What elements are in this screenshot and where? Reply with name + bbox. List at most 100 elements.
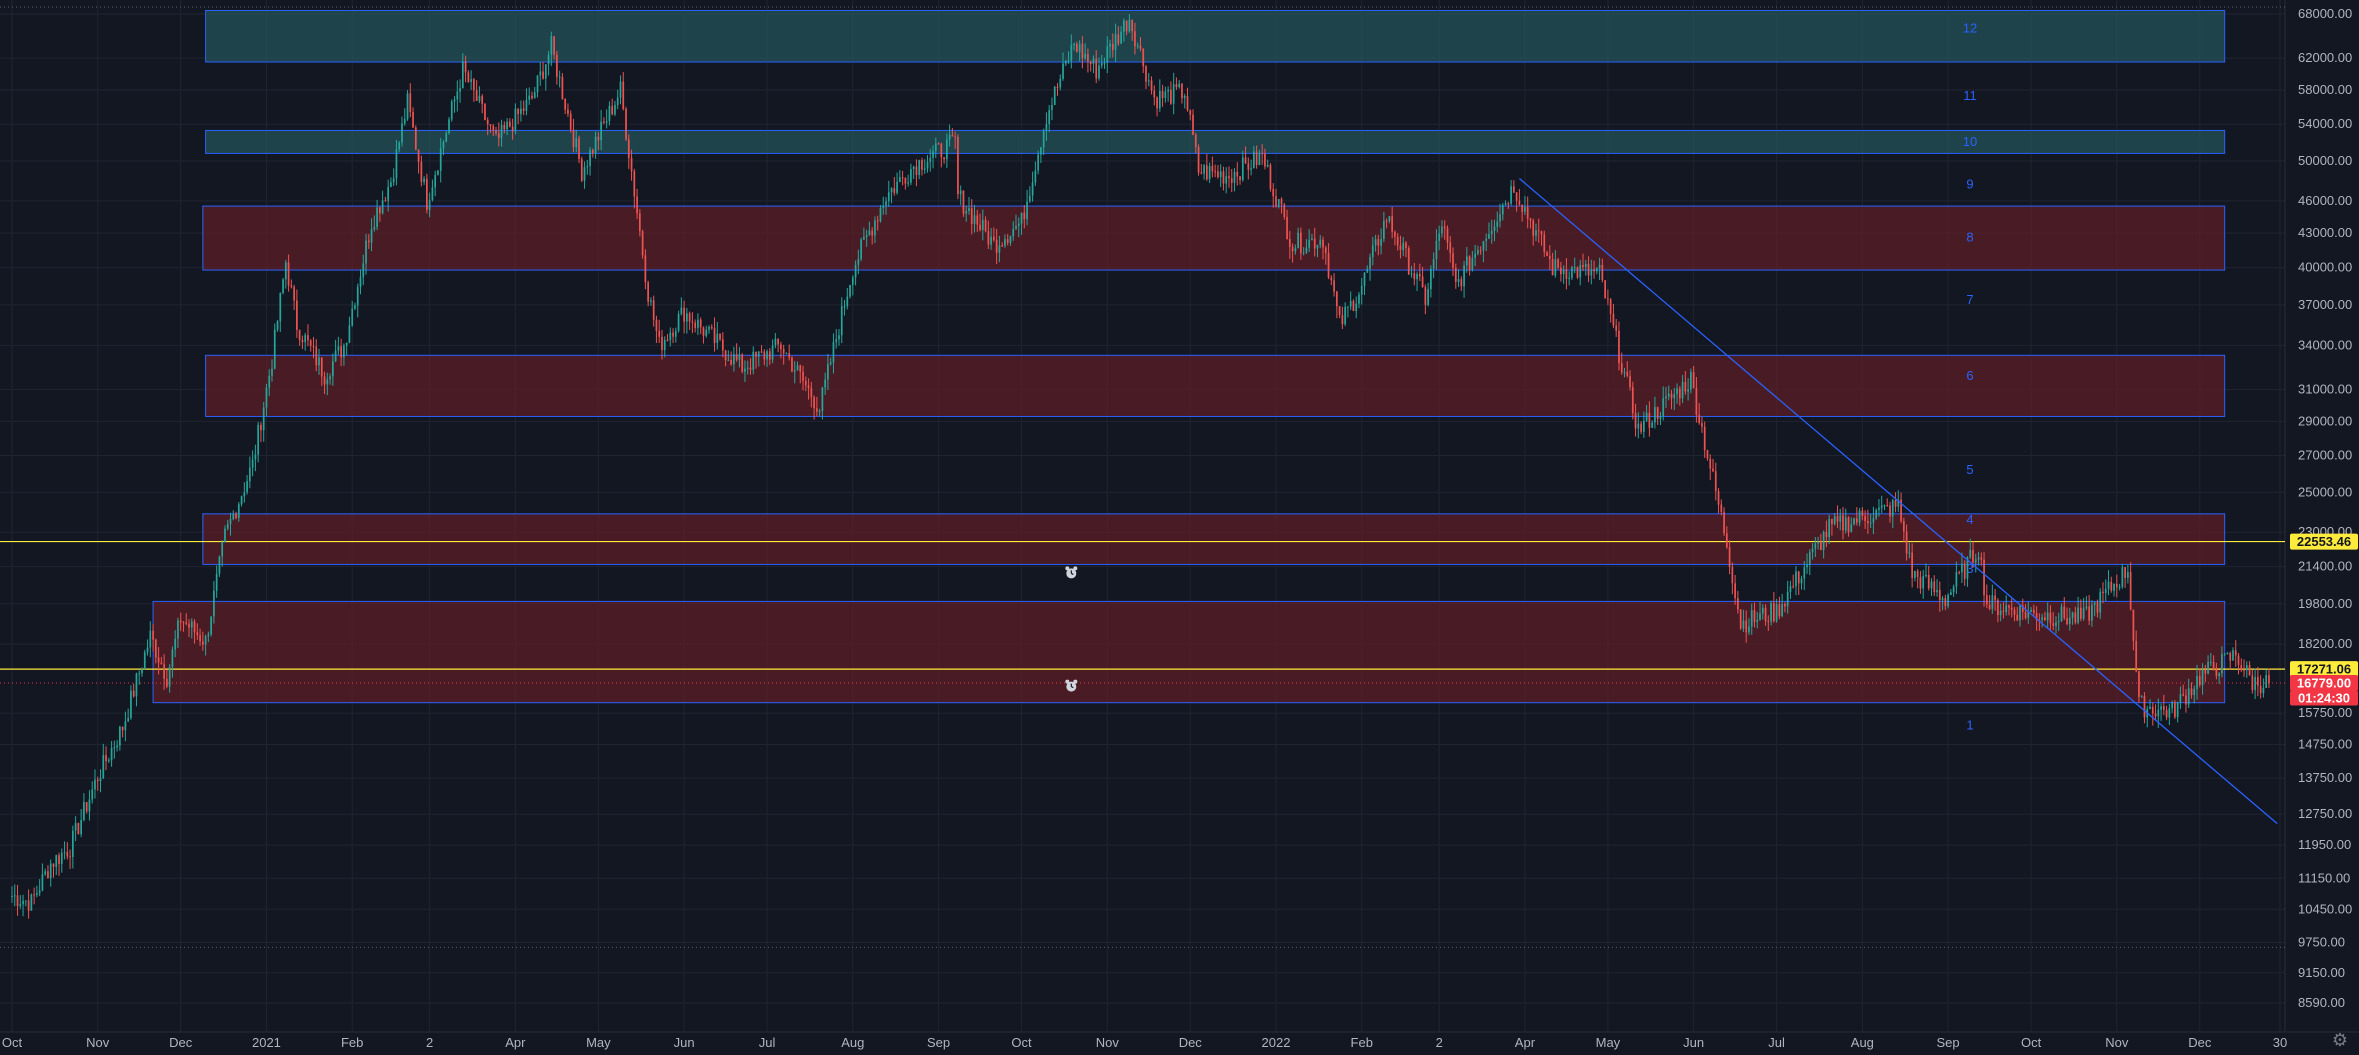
candle-body [2118, 586, 2121, 588]
alarm-clock-icon[interactable] [1065, 566, 1078, 579]
candle-body [1017, 223, 1020, 226]
candle-body [1324, 247, 1327, 254]
candle-body [885, 201, 887, 206]
candle-body [2102, 591, 2104, 593]
candle-body [1286, 216, 1288, 240]
candle-body [1145, 66, 1147, 82]
candle [851, 275, 854, 296]
candle [1167, 86, 1169, 102]
candle-body [1280, 199, 1283, 205]
candle-body [450, 101, 453, 120]
zone-number-label: 11 [1963, 88, 1977, 103]
candle [1225, 167, 1228, 194]
candle-body [1114, 34, 1117, 51]
zone-box[interactable] [205, 354, 2226, 417]
candle [1244, 146, 1247, 164]
candle-body [343, 345, 345, 358]
candle-body [1988, 604, 1991, 609]
candle [1241, 150, 1244, 182]
y-tick-label: 40000.00 [2298, 260, 2352, 275]
candle-body [2190, 688, 2193, 696]
candle-body [254, 454, 257, 460]
candle [619, 75, 622, 105]
candle-body [636, 196, 638, 214]
candle [215, 565, 218, 598]
candle [1308, 229, 1311, 252]
candle [771, 339, 774, 364]
candle [2124, 566, 2126, 588]
candle-body [2209, 661, 2212, 663]
candle [47, 865, 49, 879]
candle [1800, 575, 1803, 590]
candle [1745, 610, 1748, 643]
candle-body [1441, 226, 1443, 234]
candle-body [60, 852, 63, 864]
zone-box[interactable] [205, 9, 2226, 63]
candle-body [793, 370, 796, 372]
candle-body [1405, 242, 1407, 249]
y-tick-label: 37000.00 [2298, 297, 2352, 312]
candle-body [2005, 605, 2008, 613]
candle-body [1513, 186, 1515, 193]
candle [1349, 291, 1352, 311]
candle-body [1322, 239, 1324, 248]
candle [2102, 582, 2104, 604]
candle-body [672, 332, 674, 337]
candle-body [2240, 665, 2243, 670]
candle-body [1230, 178, 1233, 183]
trend-line[interactable] [1518, 178, 2278, 825]
candle [627, 134, 630, 169]
candle-body [1474, 253, 1476, 258]
candle [1853, 517, 1855, 526]
candle [614, 100, 616, 117]
candle [710, 324, 713, 330]
candle-body [2160, 706, 2162, 710]
candle [840, 297, 843, 344]
candle-body [1446, 228, 1449, 243]
candle [575, 129, 578, 153]
candle-body [71, 830, 74, 857]
candle-body [124, 721, 127, 731]
zone-box[interactable] [202, 205, 2226, 271]
candle [1855, 507, 1858, 526]
candle-body [625, 108, 627, 140]
candle [1073, 42, 1075, 51]
gear-icon[interactable]: ⚙ [2331, 1030, 2349, 1050]
candle [1518, 188, 1521, 207]
candle-body [785, 353, 788, 355]
candle [384, 196, 387, 202]
x-tick-label: May [1596, 1035, 1621, 1050]
candle [528, 87, 531, 105]
candle-body [2262, 687, 2265, 694]
candle-body [1291, 246, 1294, 252]
candle [1526, 196, 1529, 229]
candle [1183, 93, 1186, 109]
y-tick-label: 9750.00 [2298, 934, 2345, 949]
candle-body [2013, 609, 2016, 615]
candle [1181, 83, 1183, 104]
candle-body [1905, 531, 1908, 554]
candle-body [838, 335, 840, 340]
candle-body [2174, 702, 2176, 718]
candle-body [2132, 609, 2135, 641]
alarm-clock-icon[interactable] [1065, 679, 1078, 692]
candle [160, 656, 163, 665]
candle [2251, 670, 2254, 694]
candle-body [929, 157, 932, 163]
candle [1051, 97, 1053, 121]
zone-box[interactable] [202, 513, 2226, 565]
candle-body [293, 286, 295, 301]
x-tick-label: Dec [2188, 1035, 2212, 1050]
candle-body [1330, 277, 1333, 281]
zone-box[interactable] [205, 129, 2226, 154]
candle-body [74, 823, 77, 831]
candle [788, 344, 791, 361]
candle [647, 280, 650, 307]
zone-box[interactable] [152, 600, 2226, 704]
candle [1900, 492, 1902, 524]
candle [981, 209, 984, 241]
candle [1460, 276, 1463, 292]
candle [2212, 655, 2215, 671]
